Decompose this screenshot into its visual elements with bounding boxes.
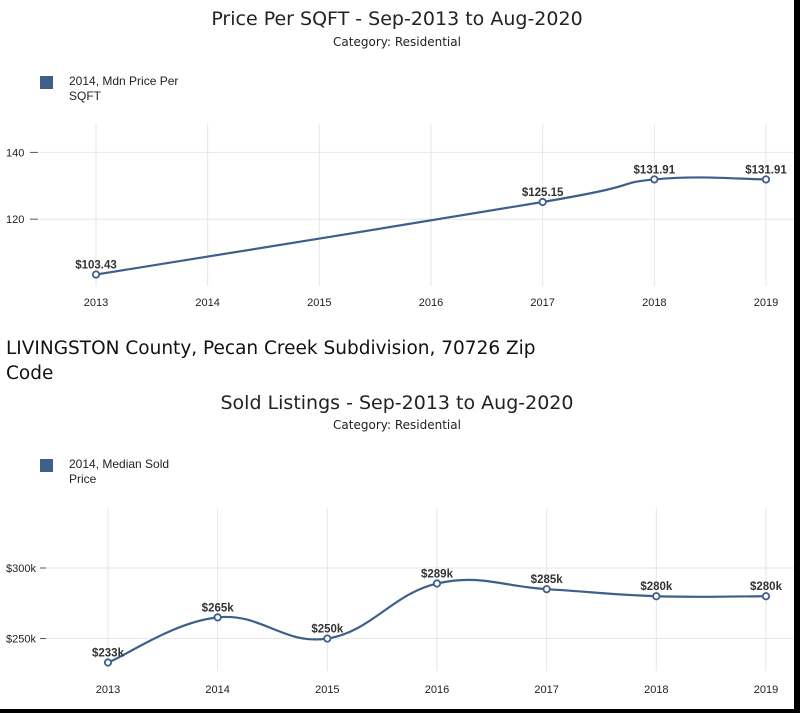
- chart-subtitle: Category: Residential: [333, 35, 461, 49]
- data-label: $285k: [531, 574, 564, 586]
- data-label: $289k: [421, 569, 454, 581]
- data-label: $131.91: [745, 164, 787, 176]
- data-label: $280k: [750, 581, 783, 593]
- x-tick-label: 2014: [205, 684, 229, 696]
- x-tick-label: 2019: [754, 684, 778, 696]
- data-label: $233k: [92, 648, 125, 660]
- data-label: $280k: [640, 581, 673, 593]
- data-point: [761, 175, 771, 184]
- x-tick-label: 2013: [84, 297, 108, 309]
- data-point: [761, 592, 771, 601]
- legend-swatch: [40, 76, 53, 89]
- series-line: [95, 176, 767, 276]
- page-heading: LIVINGSTON County, Pecan Creek Subdivisi…: [6, 338, 536, 384]
- data-point: [323, 634, 332, 643]
- chart-subtitle: Category: Residential: [333, 418, 461, 432]
- chart-title: Sold Listings - Sep-2013 to Aug-2020: [220, 392, 574, 414]
- x-tick-label: 2017: [530, 297, 554, 309]
- y-tick-label: $250k: [6, 634, 36, 646]
- x-tick-label: 2018: [642, 297, 666, 309]
- data-point: [538, 197, 547, 207]
- price-per-sqft-plot: 2013 2014 2015 2016 2017 2018 2019 120 140 $103.4…: [6, 124, 794, 309]
- x-tick-label: 2014: [195, 297, 219, 309]
- x-tick-label: 2018: [644, 684, 668, 696]
- legend-label: 2014, Mdn Price Per SQFT: [69, 74, 179, 103]
- x-tick-label: 2019: [754, 297, 778, 309]
- data-point: [432, 579, 442, 588]
- data-point: [91, 270, 101, 279]
- x-tick-label: 2013: [96, 684, 120, 696]
- x-tick-label: 2016: [419, 297, 443, 309]
- legend-swatch: [40, 459, 53, 472]
- y-tick-label: 120: [6, 214, 24, 226]
- y-tick-label: 140: [6, 147, 24, 159]
- x-tick-label: 2015: [307, 297, 331, 309]
- data-label: $103.43: [75, 260, 117, 272]
- data-point: [650, 175, 659, 184]
- data-label: $250k: [311, 624, 344, 636]
- data-point: [213, 613, 222, 622]
- price-per-sqft-chart: Price Per SQFT - Sep-2013 to Aug-2020 Ca…: [0, 0, 794, 330]
- x-tick-label: 2015: [315, 684, 339, 696]
- legend-label: 2014, Median Sold Price: [69, 457, 170, 486]
- x-tick-label: 2016: [425, 684, 449, 696]
- data-point: [652, 592, 661, 601]
- y-tick-label: $300k: [6, 563, 36, 575]
- chart-title: Price Per SQFT - Sep-2013 to Aug-2020: [211, 8, 583, 30]
- data-point: [542, 585, 551, 594]
- data-label: $125.15: [522, 187, 564, 199]
- data-point: [103, 658, 113, 667]
- data-label: $265k: [202, 602, 235, 614]
- x-tick-label: 2017: [534, 684, 558, 696]
- data-label: $131.91: [634, 164, 676, 176]
